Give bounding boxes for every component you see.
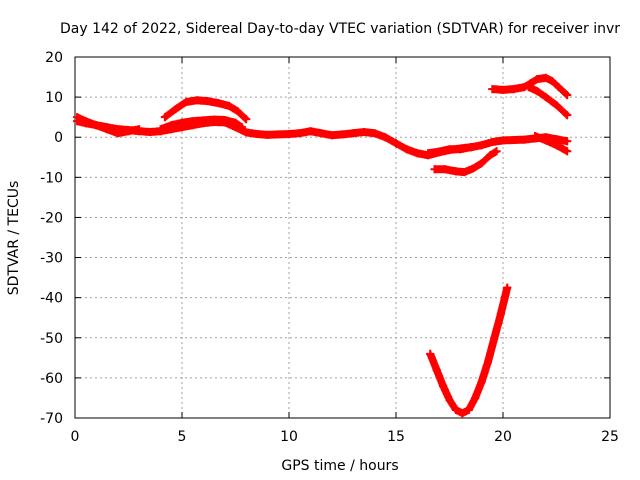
x-tick-label: 10 [280,429,298,445]
series-arc-2 [73,113,144,138]
grid [75,57,610,418]
series-trace [426,283,512,418]
series-arc-7 [488,73,572,100]
series-arc-6 [424,143,475,158]
y-tick-label: -20 [40,210,63,226]
series-arc-8 [524,83,572,120]
series-trace [160,96,251,124]
y-tick-label: -30 [40,251,63,267]
x-axis-label: GPS time / hours [281,458,398,474]
x-tick-label: 5 [178,429,187,445]
series-trace [424,143,475,158]
x-tick-label: 15 [387,429,405,445]
series-trace [531,132,572,156]
tick-labels: 0 5 10 15 20 25 -70 -60 -50 -40 -30 -20 -10 0 10 20 [40,50,619,445]
series-arc-3 [160,96,251,124]
series-arc-5 [430,147,501,177]
y-tick-label: 20 [45,50,63,66]
x-tick-label: 0 [71,429,80,445]
plot-border [74,56,611,419]
series-arc-4 [156,115,246,134]
y-tick-label: 10 [45,90,63,106]
series-trace [430,147,501,177]
y-tick-label: -70 [40,411,63,427]
x-tick-label: 20 [494,429,512,445]
plot-frame [74,56,611,419]
y-tick-label: -50 [40,331,63,347]
y-tick-label: 0 [54,130,63,146]
y-tick-label: -60 [40,371,63,387]
data-series [73,73,572,418]
y-tick-label: -10 [40,170,63,186]
series-arc-10 [426,283,512,418]
x-tick-label: 25 [601,429,619,445]
series-trace [73,113,144,138]
y-axis-label: SDTVAR / TECUs [6,181,22,296]
series-trace [156,115,246,134]
series-trace [524,83,572,120]
y-tick-label: -40 [40,291,63,307]
chart-title: Day 142 of 2022, Sidereal Day-to-day VTE… [60,21,620,37]
series-arc-9 [531,132,572,156]
